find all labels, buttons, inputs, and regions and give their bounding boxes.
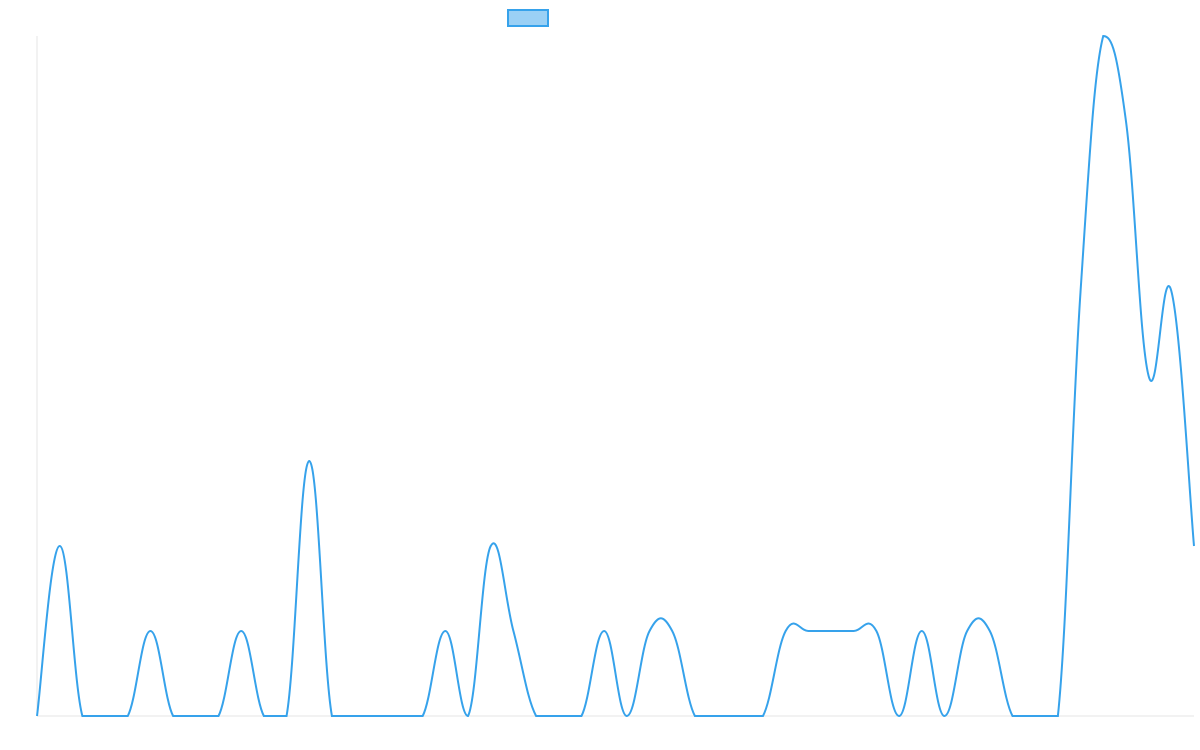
- legend-swatch: [507, 9, 549, 27]
- line: [36, 34, 1195, 718]
